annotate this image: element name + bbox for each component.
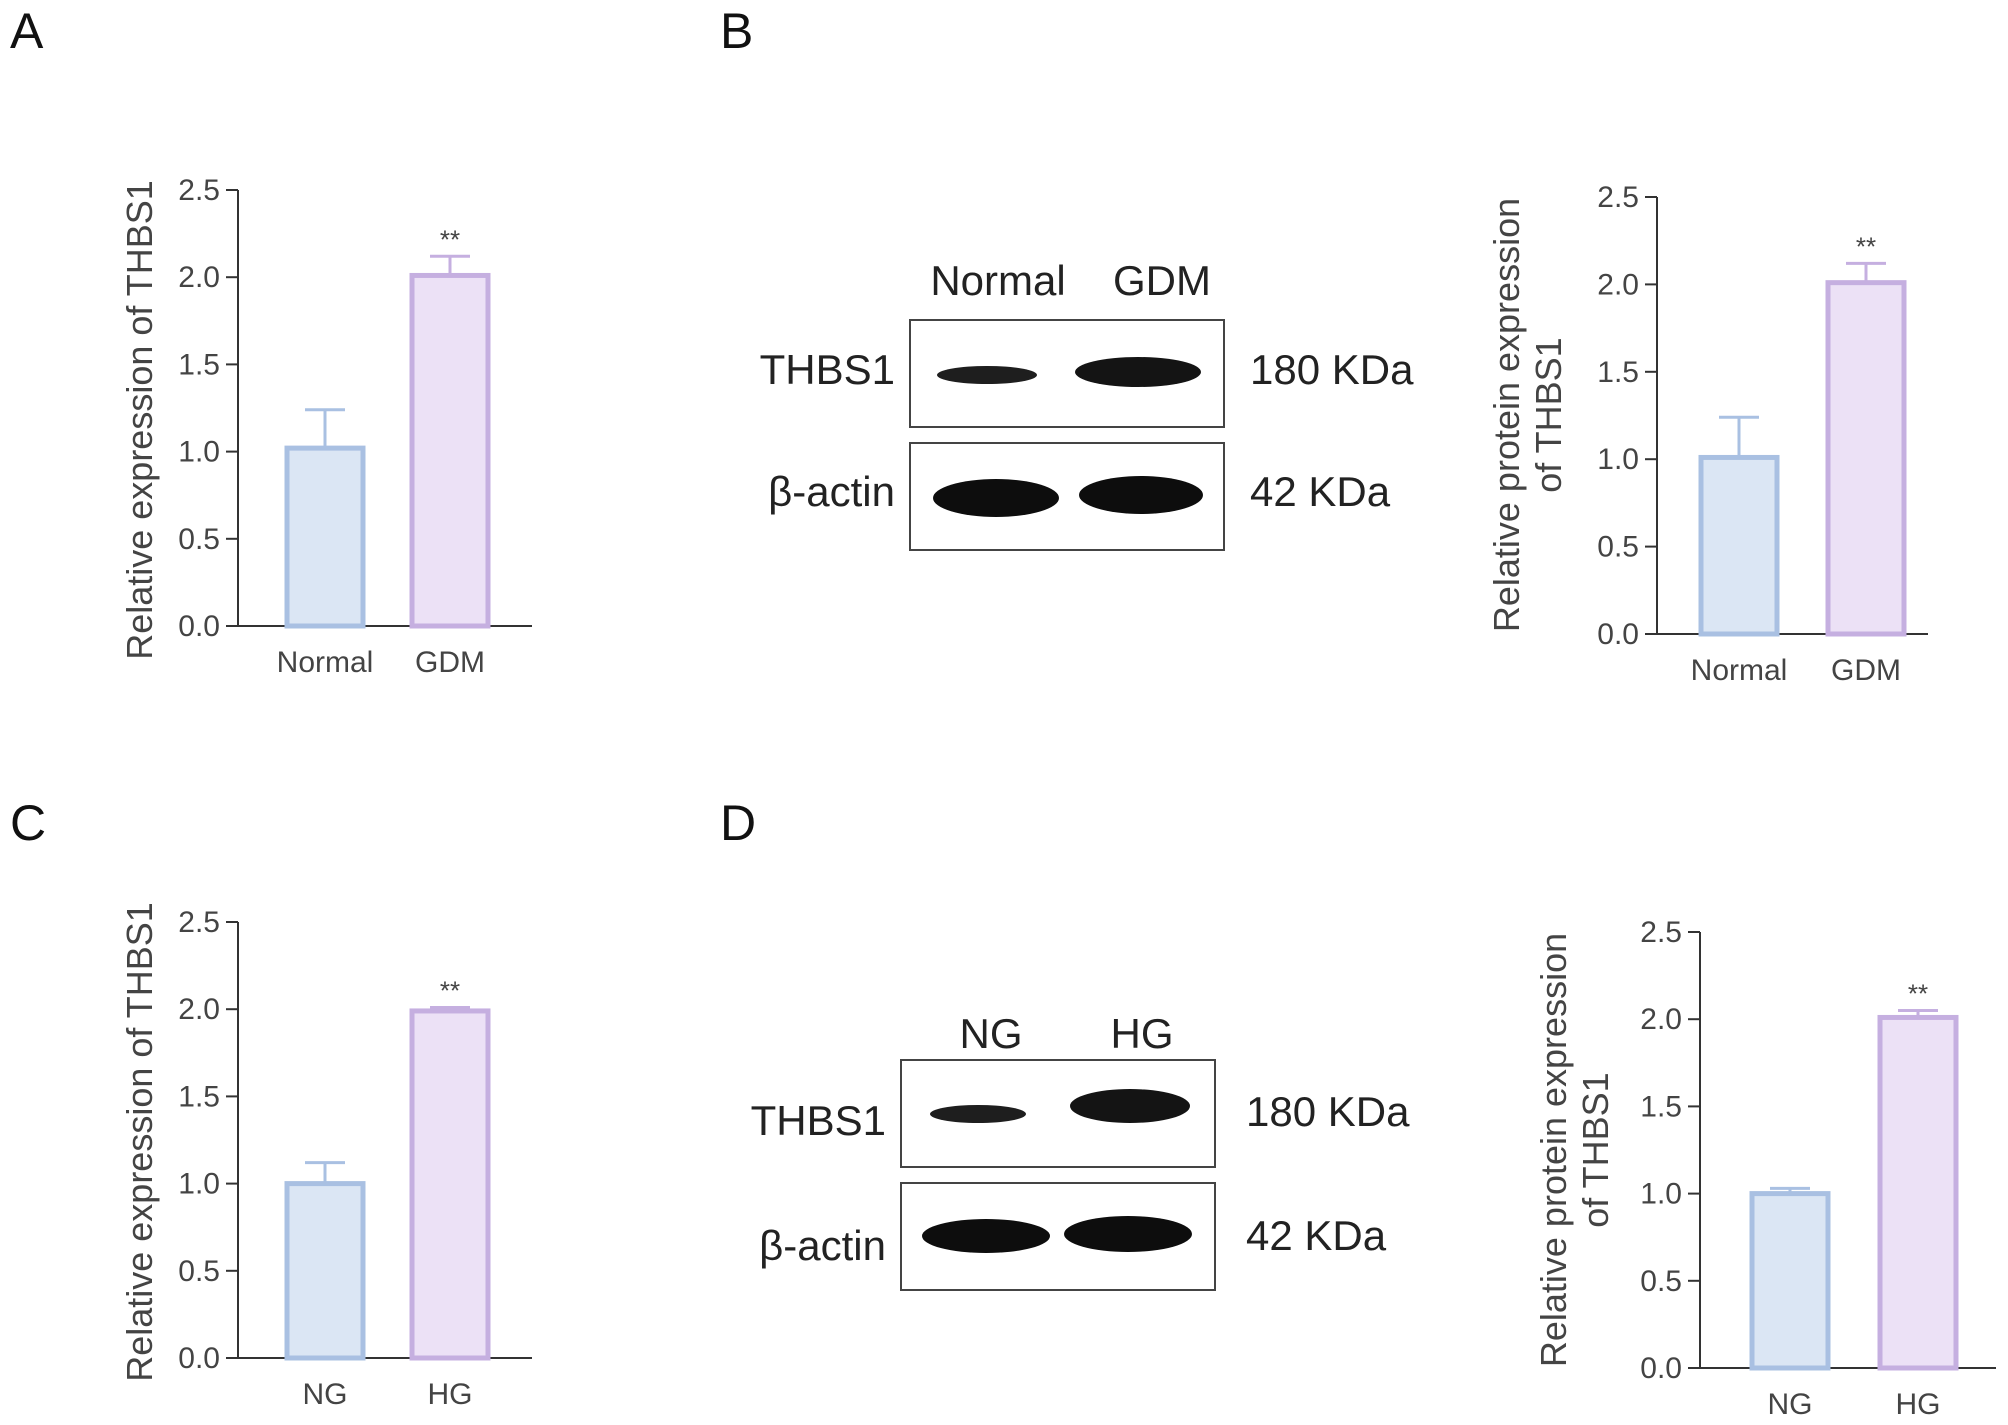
- y-tick-label: 0.5: [1640, 1265, 1682, 1298]
- y-tick-label: 2.0: [1640, 1003, 1682, 1036]
- lane-label-gdm: GDM: [1113, 257, 1211, 304]
- blot-size-label-180: 180 KDa: [1250, 346, 1414, 393]
- y-tick-label: 2.5: [178, 174, 220, 207]
- western-blot-d: NG HG THBS1 β-actin 180 KDa 42 KDa: [751, 1010, 1410, 1291]
- y-axis-title: Relative expression of THBS1: [119, 180, 160, 660]
- blot-row-label-thbs1: THBS1: [751, 1097, 886, 1144]
- x-tick-label: HG: [1896, 1388, 1941, 1421]
- significance-label: **: [1908, 978, 1928, 1008]
- y-tick-label: 1.5: [1640, 1090, 1682, 1123]
- blot-row-label-thbs1: THBS1: [760, 346, 895, 393]
- y-axis-title: of THBS1: [1575, 1072, 1616, 1227]
- western-blot-b: Normal GDM THBS1 β-actin 180 KDa 42 KDa: [760, 257, 1414, 551]
- bar-ng: [284, 1181, 366, 1361]
- x-tick-label: HG: [428, 1378, 473, 1411]
- panel-letter-b: B: [720, 3, 753, 59]
- blot-row-label-beta-actin: β-actin: [759, 1222, 886, 1269]
- x-tick-label: GDM: [415, 646, 485, 679]
- bar-chart-c: 0.0 0.5 1.0 1.5 2.0 2.5 NG ** HG Relative express…: [119, 902, 532, 1411]
- y-axis-title: Relative expression of THBS1: [119, 902, 160, 1382]
- y-axis-title: of THBS1: [1528, 337, 1569, 492]
- y-tick-label: 0.5: [178, 1255, 220, 1288]
- bar-normal: [1698, 454, 1780, 637]
- bar-gdm: [1825, 280, 1907, 637]
- y-tick-label: 0.0: [1597, 618, 1639, 651]
- blot-size-label-42: 42 KDa: [1250, 468, 1391, 515]
- x-tick-label: Normal: [277, 646, 374, 679]
- lane-label-hg: HG: [1111, 1010, 1174, 1057]
- blot-band-actin-gdm: [1079, 476, 1203, 514]
- blot-size-label-180: 180 KDa: [1246, 1088, 1410, 1135]
- blot-band-thbs1-hg: [1070, 1089, 1190, 1123]
- significance-label: **: [440, 224, 460, 254]
- y-tick-label: 2.0: [1597, 268, 1639, 301]
- bar-gdm: [409, 272, 491, 629]
- y-tick-label: 1.0: [178, 1168, 220, 1201]
- y-tick-label: 1.5: [1597, 356, 1639, 389]
- significance-label: **: [1856, 231, 1876, 261]
- y-tick-label: 1.0: [178, 436, 220, 469]
- y-axis-title: Relative protein expression: [1486, 198, 1527, 632]
- significance-label: **: [440, 975, 460, 1005]
- panel-letter-d: D: [720, 795, 756, 851]
- y-tick-label: 2.0: [178, 993, 220, 1026]
- x-tick-label: Normal: [1691, 654, 1788, 687]
- bar-chart-d: 0.0 0.5 1.0 1.5 2.0 2.5 NG ** HG Relative protein…: [1533, 916, 1996, 1421]
- y-tick-label: 1.5: [178, 348, 220, 381]
- blot-band-thbs1-normal: [937, 366, 1037, 384]
- y-tick-label: 0.0: [1640, 1352, 1682, 1385]
- y-tick-label: 0.0: [178, 610, 220, 643]
- y-tick-label: 1.0: [1640, 1178, 1682, 1211]
- bar-hg: [1877, 1014, 1959, 1371]
- blot-band-actin-ng: [922, 1219, 1050, 1253]
- y-axis-title: Relative protein expression: [1533, 933, 1574, 1367]
- bar-chart-b: 0.0 0.5 1.0 1.5 2.0 2.5 Normal ** GDM Relative pr…: [1486, 181, 1928, 687]
- lane-label-ng: NG: [960, 1010, 1023, 1057]
- blot-band-actin-normal: [933, 479, 1059, 517]
- y-tick-label: 1.5: [178, 1080, 220, 1113]
- panel-letter-a: A: [10, 3, 44, 59]
- panel-letter-c: C: [10, 795, 46, 851]
- y-tick-label: 0.5: [1597, 531, 1639, 564]
- bar-ng: [1749, 1191, 1831, 1371]
- y-tick-label: 2.0: [178, 261, 220, 294]
- blot-row-label-beta-actin: β-actin: [768, 468, 895, 515]
- x-tick-label: GDM: [1831, 654, 1901, 687]
- blot-band-actin-hg: [1064, 1216, 1192, 1252]
- y-tick-label: 2.5: [1640, 916, 1682, 949]
- y-tick-label: 1.0: [1597, 443, 1639, 476]
- x-tick-label: NG: [1768, 1388, 1813, 1421]
- x-tick-label: NG: [303, 1378, 348, 1411]
- bar-normal: [284, 445, 366, 629]
- blot-band-thbs1-ng: [930, 1105, 1026, 1123]
- blot-size-label-42: 42 KDa: [1246, 1212, 1387, 1259]
- y-tick-label: 0.5: [178, 523, 220, 556]
- y-tick-label: 2.5: [178, 906, 220, 939]
- lane-label-normal: Normal: [930, 257, 1065, 304]
- blot-band-thbs1-gdm: [1075, 357, 1201, 387]
- y-tick-label: 0.0: [178, 1342, 220, 1375]
- bar-chart-a: 0.0 0.5 1.0 1.5 2.0 2.5 Normal ** GDM Relative ex…: [119, 174, 532, 679]
- y-tick-label: 2.5: [1597, 181, 1639, 214]
- bar-hg: [409, 1008, 491, 1361]
